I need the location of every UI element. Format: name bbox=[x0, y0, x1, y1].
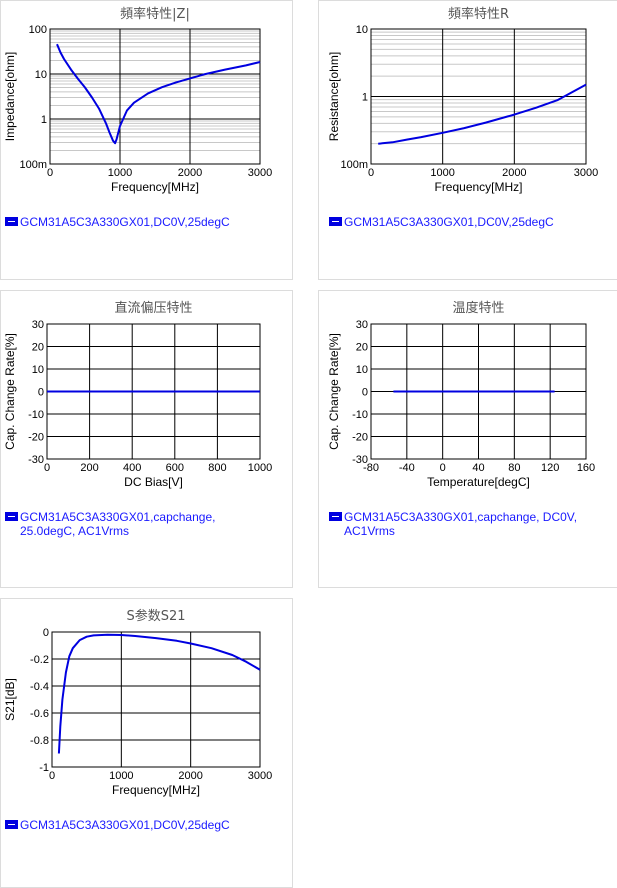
x-tick-label: 3000 bbox=[248, 167, 272, 179]
legend-dc-bias[interactable]: GCM31A5C3A330GX01,capchange, 25.0degC, A… bbox=[5, 510, 215, 538]
x-tick-label: 200 bbox=[80, 462, 98, 474]
chart-title: 直流偏压特性 bbox=[114, 301, 192, 316]
x-tick-label: 800 bbox=[208, 462, 226, 474]
plot-frame bbox=[370, 323, 587, 460]
y-tick-label: 30 bbox=[32, 319, 44, 331]
chart-title: 頻率特性|Z| bbox=[120, 6, 190, 22]
x-axis-label: Frequency[MHz] bbox=[434, 180, 522, 194]
y-tick-label: -20 bbox=[28, 432, 44, 444]
panel-s21 bbox=[0, 598, 293, 888]
x-tick-label: 3000 bbox=[574, 167, 598, 179]
x-tick-label: -40 bbox=[399, 462, 415, 474]
legend-resistance[interactable]: GCM31A5C3A330GX01,DC0V,25degC bbox=[329, 215, 554, 229]
y-tick-label: 10 bbox=[356, 364, 368, 376]
plot-frame bbox=[51, 631, 261, 768]
legend-swatch-icon bbox=[329, 512, 342, 521]
x-tick-label: -80 bbox=[363, 462, 379, 474]
y-axis-label: Impedance[ohm] bbox=[3, 52, 17, 141]
legend-swatch-icon bbox=[329, 217, 342, 226]
y-tick-label: 0 bbox=[43, 627, 49, 639]
x-tick-label: 400 bbox=[123, 462, 141, 474]
x-tick-label: 600 bbox=[166, 462, 184, 474]
y-axis-label: Cap. Change Rate[%] bbox=[327, 333, 341, 450]
y-tick-label: 0 bbox=[38, 387, 44, 399]
y-tick-label: 100 bbox=[29, 24, 47, 36]
y-tick-label: -0.6 bbox=[30, 708, 49, 720]
plot-frame bbox=[370, 28, 587, 165]
legend-swatch-icon bbox=[5, 512, 18, 521]
x-tick-label: 0 bbox=[44, 462, 50, 474]
x-tick-label: 2000 bbox=[178, 167, 202, 179]
legend-label: GCM31A5C3A330GX01,DC0V,25degC bbox=[344, 215, 554, 229]
chart-title: 頻率特性R bbox=[448, 6, 509, 22]
y-axis-label: Cap. Change Rate[%] bbox=[3, 333, 17, 450]
panel-dc-bias bbox=[0, 290, 293, 588]
x-tick-label: 1000 bbox=[108, 167, 132, 179]
y-tick-label: -10 bbox=[352, 409, 368, 421]
x-tick-label: 3000 bbox=[248, 770, 272, 782]
x-axis-label: Frequency[MHz] bbox=[111, 180, 199, 194]
y-tick-label: -30 bbox=[28, 454, 44, 466]
y-axis-label: S21[dB] bbox=[3, 678, 17, 721]
legend-swatch-icon bbox=[5, 820, 18, 829]
y-tick-label: 10 bbox=[32, 364, 44, 376]
legend-impedance[interactable]: GCM31A5C3A330GX01,DC0V,25degC bbox=[5, 215, 230, 229]
y-tick-label: 30 bbox=[356, 319, 368, 331]
y-tick-label: -30 bbox=[352, 454, 368, 466]
plot-frame bbox=[49, 28, 261, 165]
y-tick-label: -0.8 bbox=[30, 735, 49, 747]
x-tick-label: 40 bbox=[472, 462, 484, 474]
y-tick-label: 0 bbox=[362, 387, 368, 399]
panel-resistance bbox=[318, 0, 617, 280]
x-tick-label: 2000 bbox=[178, 770, 202, 782]
y-tick-label: 10 bbox=[356, 24, 368, 36]
x-tick-label: 0 bbox=[49, 770, 55, 782]
chart-title: S参数S21 bbox=[126, 608, 185, 624]
legend-s21[interactable]: GCM31A5C3A330GX01,DC0V,25degC bbox=[5, 818, 230, 832]
y-tick-label: -1 bbox=[39, 762, 49, 774]
legend-temperature[interactable]: GCM31A5C3A330GX01,capchange, DC0V, AC1Vr… bbox=[329, 510, 577, 538]
x-tick-label: 160 bbox=[577, 462, 595, 474]
legend-swatch-icon bbox=[5, 217, 18, 226]
legend-label: GCM31A5C3A330GX01,capchange, DC0V, AC1Vr… bbox=[344, 510, 578, 538]
y-tick-label: -20 bbox=[352, 432, 368, 444]
y-tick-label: 20 bbox=[356, 342, 368, 354]
legend-label: GCM31A5C3A330GX01,DC0V,25degC bbox=[20, 818, 230, 832]
x-tick-label: 0 bbox=[440, 462, 446, 474]
y-axis-label: Resistance[ohm] bbox=[327, 52, 341, 141]
series-line bbox=[378, 83, 587, 145]
x-tick-label: 120 bbox=[541, 462, 559, 474]
y-tick-label: 20 bbox=[32, 342, 44, 354]
y-tick-label: 1 bbox=[41, 114, 47, 126]
y-tick-label: -0.2 bbox=[30, 654, 49, 666]
y-tick-label: 10 bbox=[35, 69, 47, 81]
y-tick-label: 1 bbox=[362, 92, 368, 104]
x-axis-label: DC Bias[V] bbox=[124, 475, 183, 489]
y-tick-label: 100m bbox=[340, 159, 368, 171]
panel-temperature bbox=[318, 290, 617, 588]
x-tick-label: 1000 bbox=[248, 462, 272, 474]
y-tick-label: -10 bbox=[28, 409, 44, 421]
series-line bbox=[56, 43, 261, 145]
x-tick-label: 1000 bbox=[109, 770, 133, 782]
chart-title: 温度特性 bbox=[452, 300, 504, 316]
series-line bbox=[57, 633, 261, 754]
y-tick-label: 100m bbox=[19, 159, 47, 171]
legend-label: GCM31A5C3A330GX01,capchange, 25.0degC, A… bbox=[20, 510, 216, 538]
x-tick-label: 0 bbox=[47, 167, 53, 179]
x-tick-label: 2000 bbox=[502, 167, 526, 179]
legend-label: GCM31A5C3A330GX01,DC0V,25degC bbox=[20, 215, 230, 229]
x-tick-label: 80 bbox=[508, 462, 520, 474]
y-tick-label: -0.4 bbox=[30, 681, 49, 693]
x-tick-label: 1000 bbox=[430, 167, 454, 179]
x-axis-label: Temperature[degC] bbox=[427, 475, 530, 489]
x-tick-label: 0 bbox=[368, 167, 374, 179]
x-axis-label: Frequency[MHz] bbox=[112, 783, 200, 797]
